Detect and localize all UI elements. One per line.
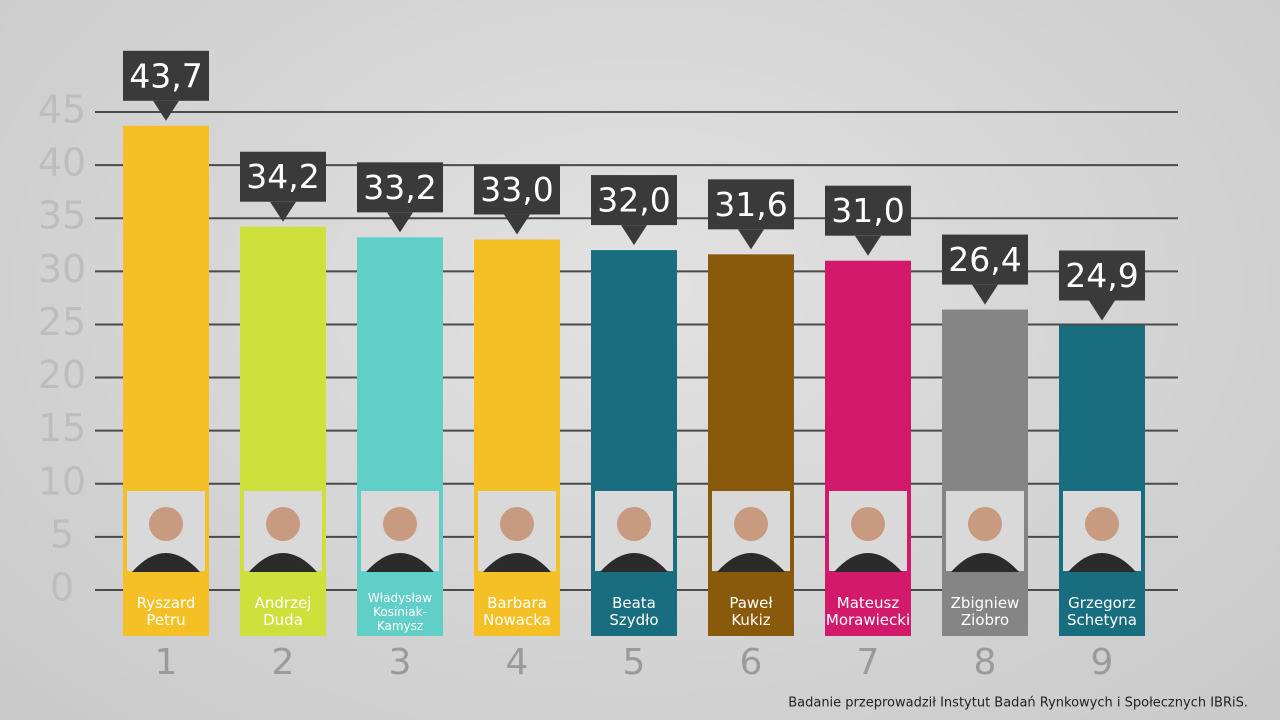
portrait-head (383, 507, 417, 541)
callout-pointer (153, 100, 179, 121)
value-label: 34,2 (246, 157, 319, 196)
callout-pointer (855, 235, 881, 256)
category-label: Barbara Nowacka (474, 588, 560, 636)
callout-pointer (387, 212, 413, 233)
value-label: 33,0 (480, 170, 553, 209)
rank-label: 8 (974, 642, 997, 683)
rank-label: 1 (155, 642, 178, 683)
portrait-body (132, 553, 200, 572)
rank-label: 9 (1091, 642, 1114, 683)
category-label: Zbigniew Ziobro (942, 588, 1028, 636)
value-callout (708, 179, 794, 230)
y-tick-label: 30 (38, 247, 86, 291)
value-label: 31,6 (714, 185, 787, 224)
portrait-head (617, 507, 651, 541)
portrait-head (1085, 507, 1119, 541)
portrait-head (500, 507, 534, 541)
callout-pointer (621, 225, 647, 246)
portrait-body (600, 553, 668, 572)
y-tick-label: 10 (38, 459, 86, 503)
callout-pointer (270, 201, 296, 222)
callout-pointer (738, 229, 764, 250)
value-callout (240, 151, 326, 202)
y-tick-label: 20 (38, 353, 86, 397)
portrait-body (249, 553, 317, 572)
value-label: 26,4 (948, 240, 1021, 279)
source-note: Badanie przeprowadził Instytut Badań Ryn… (788, 696, 1248, 711)
portrait-head (851, 507, 885, 541)
y-tick-label: 45 (38, 88, 86, 132)
category-label: Grzegorz Schetyna (1059, 588, 1145, 636)
rank-label: 3 (389, 642, 412, 683)
value-label: 33,2 (363, 168, 436, 207)
y-tick-label: 5 (50, 512, 74, 556)
value-label: 31,0 (831, 191, 904, 230)
y-tick-label: 0 (50, 566, 74, 610)
value-callout (591, 175, 677, 226)
value-callout (357, 162, 443, 213)
category-label: Ryszard Petru (123, 588, 209, 636)
rank-label: 7 (857, 642, 880, 683)
portrait-head (968, 507, 1002, 541)
portrait-body (483, 553, 551, 572)
rank-label: 5 (623, 642, 646, 683)
value-label: 32,0 (597, 181, 670, 220)
y-tick-label: 15 (38, 406, 86, 450)
category-label: Beata Szydło (591, 588, 677, 636)
portrait-body (366, 553, 434, 572)
callout-pointer (972, 284, 998, 305)
rank-label: 4 (506, 642, 529, 683)
y-tick-label: 25 (38, 300, 86, 344)
portrait-head (734, 507, 768, 541)
portrait-body (1068, 553, 1136, 572)
category-label: Andrzej Duda (240, 588, 326, 636)
value-callout (474, 164, 560, 215)
callout-pointer (504, 214, 530, 235)
value-label: 24,9 (1065, 256, 1138, 295)
y-tick-label: 35 (38, 194, 86, 238)
rank-label: 2 (272, 642, 295, 683)
portrait-body (834, 553, 902, 572)
y-tick-label: 40 (38, 141, 86, 185)
value-callout (123, 50, 209, 101)
category-label: Paweł Kukiz (708, 588, 794, 636)
portrait-head (266, 507, 300, 541)
portrait-head (149, 507, 183, 541)
callout-pointer (1089, 300, 1115, 321)
category-label: Władysław Kosiniak-Kamysz (357, 588, 443, 636)
value-label: 43,7 (129, 56, 202, 95)
portrait-body (717, 553, 785, 572)
category-label: Mateusz Morawiecki (825, 588, 911, 636)
value-callout (825, 185, 911, 236)
value-callout (1059, 250, 1145, 301)
value-callout (942, 234, 1028, 285)
rank-label: 6 (740, 642, 763, 683)
portrait-body (951, 553, 1019, 572)
